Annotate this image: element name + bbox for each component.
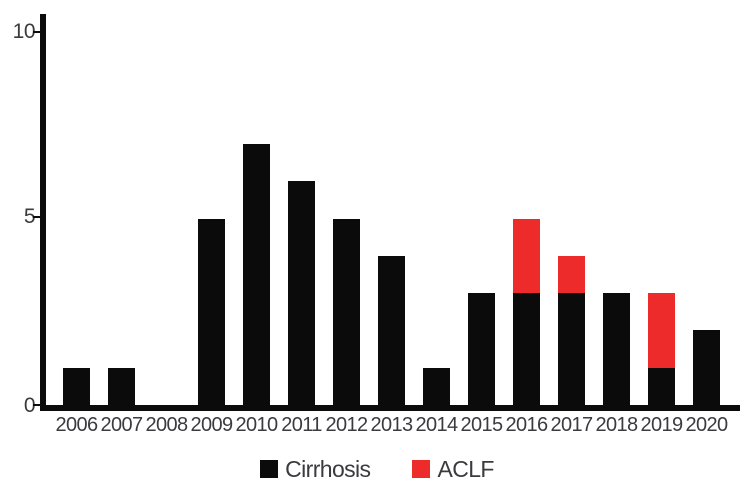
x-tick-label-2019: 2019: [640, 414, 683, 436]
x-tick-label-2016: 2016: [505, 414, 548, 436]
legend: Cirrhosis ACLF: [0, 453, 754, 485]
bar-segment-cirrhosis-2006: [63, 367, 90, 405]
y-axis-line: [40, 14, 46, 411]
bar-segment-cirrhosis-2018: [603, 293, 630, 405]
y-tick-mark: [33, 31, 41, 33]
bar-2015: [468, 293, 495, 405]
x-tick-label-2015: 2015: [460, 414, 503, 436]
bar-2013: [378, 255, 405, 405]
bar-segment-cirrhosis-2010: [243, 143, 270, 405]
bar-segment-aclf-2016: [513, 218, 540, 294]
y-tick-label-0: 0: [23, 394, 36, 417]
y-tick-label-10: 10: [12, 20, 36, 43]
bar-2010: [243, 143, 270, 405]
bar-2016: [513, 218, 540, 405]
x-tick-label-2018: 2018: [595, 414, 638, 436]
x-tick-label-2007: 2007: [100, 414, 143, 436]
bar-2006: [63, 367, 90, 405]
x-axis-labels: 2006 2007 2008 2009 2010 2011 2012 2013 2014 2015…: [46, 414, 740, 440]
legend-item-aclf: ACLF: [412, 456, 494, 482]
bar-segment-cirrhosis-2014: [423, 367, 450, 405]
bar-segment-cirrhosis-2007: [108, 367, 135, 405]
bar-segment-cirrhosis-2019: [648, 367, 675, 405]
x-tick-label-2008: 2008: [145, 414, 188, 436]
bar-2014: [423, 367, 450, 405]
x-tick-label-2009: 2009: [190, 414, 233, 436]
x-axis-line: [40, 405, 740, 411]
bar-segment-cirrhosis-2009: [198, 218, 225, 405]
legend-label-aclf: ACLF: [437, 456, 494, 482]
bar-segment-cirrhosis-2012: [333, 218, 360, 405]
bar-segment-aclf-2019: [648, 293, 675, 368]
bar-segment-cirrhosis-2016: [513, 293, 540, 405]
legend-item-cirrhosis: Cirrhosis: [260, 456, 371, 482]
y-tick-mark: [33, 216, 41, 218]
bar-2012: [333, 218, 360, 405]
bar-2019: [648, 293, 675, 405]
x-tick-label-2006: 2006: [55, 414, 98, 436]
bar-segment-cirrhosis-2020: [693, 330, 720, 405]
bar-segment-cirrhosis-2013: [378, 255, 405, 405]
bar-segment-cirrhosis-2015: [468, 293, 495, 405]
bar-2007: [108, 367, 135, 405]
bar-segment-cirrhosis-2011: [288, 181, 315, 405]
y-tick-mark: [33, 404, 41, 406]
cirrhosis-swatch-icon: [260, 460, 279, 478]
aclf-swatch-icon: [412, 460, 431, 478]
x-tick-label-2011: 2011: [281, 414, 322, 436]
x-tick-label-2013: 2013: [370, 414, 413, 436]
bar-2018: [603, 293, 630, 405]
x-tick-label-2020: 2020: [685, 414, 728, 436]
bar-2011: [288, 181, 315, 405]
bar-segment-aclf-2017: [558, 255, 585, 294]
bar-2017: [558, 255, 585, 405]
x-tick-label-2010: 2010: [235, 414, 278, 436]
legend-label-cirrhosis: Cirrhosis: [285, 456, 371, 482]
x-tick-label-2017: 2017: [550, 414, 593, 436]
y-tick-label-5: 5: [23, 205, 36, 228]
bar-2020: [693, 330, 720, 405]
bar-segment-cirrhosis-2017: [558, 293, 585, 405]
x-tick-label-2014: 2014: [415, 414, 458, 436]
bar-2009: [198, 218, 225, 405]
x-tick-label-2012: 2012: [325, 414, 368, 436]
plot-area: [46, 32, 740, 405]
